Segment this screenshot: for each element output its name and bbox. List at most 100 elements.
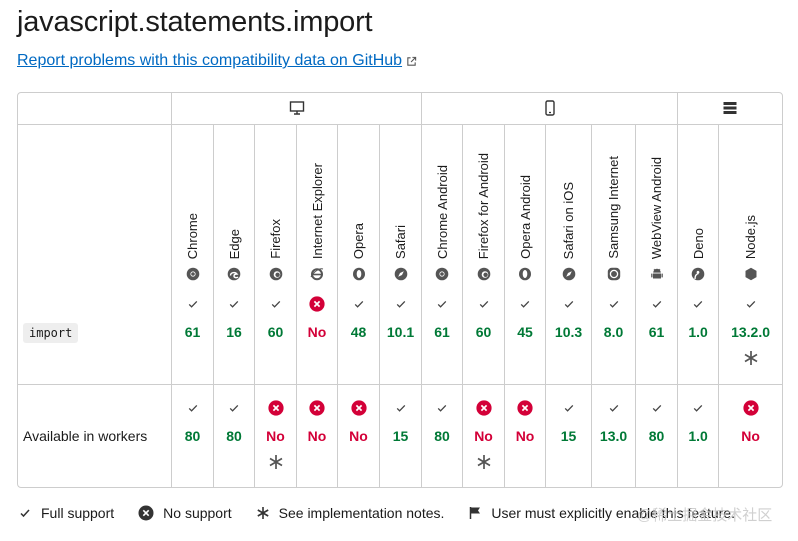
version-label: 48 — [350, 324, 367, 340]
report-problems-link[interactable]: Report problems with this compatibility … — [17, 52, 417, 70]
support-cell[interactable]: No — [297, 281, 338, 385]
browser-header-internet-explorer: Internet Explorer — [297, 125, 338, 281]
legend-no-support-label: No support — [163, 505, 232, 521]
mobile-icon — [544, 100, 555, 116]
full-support-mark — [255, 295, 296, 313]
support-cell[interactable]: 60 — [255, 281, 297, 385]
opera-icon — [519, 267, 532, 281]
browser-name: Edge — [226, 228, 242, 259]
check-icon — [437, 300, 447, 308]
support-cell[interactable]: No — [255, 385, 297, 487]
support-cell[interactable]: 80 — [636, 385, 679, 487]
browser-header-opera-android: Opera Android — [505, 125, 547, 281]
version-label: 80 — [434, 428, 450, 444]
version-label: 61 — [434, 324, 450, 340]
no-support-icon — [350, 400, 367, 416]
browser-header-corner — [18, 125, 172, 281]
support-cell[interactable]: 45 — [505, 281, 547, 385]
check-icon — [564, 404, 573, 412]
support-cell[interactable]: 10.1 — [380, 281, 423, 385]
support-cell[interactable]: 60 — [463, 281, 506, 385]
version-label: 10.1 — [386, 324, 415, 340]
legend-full-support-label: Full support — [41, 505, 115, 521]
compat-table: Chrome Edge Firefox Internet Explorer Opera S… — [17, 92, 784, 488]
check-icon — [229, 300, 239, 308]
browser-header-firefox-for-android: Firefox for Android — [463, 125, 506, 281]
version-label: 16 — [226, 324, 242, 340]
browser-name: Opera Android — [517, 175, 533, 259]
support-cell[interactable]: 48 — [338, 281, 380, 385]
check-icon — [652, 300, 661, 308]
check-icon — [609, 300, 618, 308]
feature-name-cell: Available in workers — [18, 385, 172, 487]
support-cell[interactable]: 1.0 — [678, 385, 720, 487]
support-cell[interactable]: No — [505, 385, 547, 487]
check-icon — [188, 300, 197, 308]
ie-icon — [310, 268, 324, 281]
check-icon — [693, 404, 703, 412]
version-label: No — [266, 428, 285, 444]
support-cell[interactable]: No — [297, 385, 338, 487]
check-icon — [609, 404, 618, 412]
firefox-icon — [477, 267, 490, 281]
no-support-mark — [505, 399, 545, 417]
version-label: 60 — [267, 324, 284, 340]
browser-name: Internet Explorer — [309, 162, 325, 259]
version-label: 1.0 — [688, 428, 708, 444]
no-support-mark — [463, 399, 504, 417]
full-support-mark — [214, 399, 254, 417]
browser-header-safari: Safari — [380, 125, 423, 281]
support-cell[interactable]: 1.0 — [678, 281, 720, 385]
support-cell[interactable]: 13.0 — [592, 385, 637, 487]
full-support-mark — [422, 295, 462, 313]
support-cell[interactable]: 8.0 — [592, 281, 637, 385]
browser-name: Opera — [351, 222, 366, 259]
version-label: No — [515, 428, 535, 444]
check-icon — [396, 404, 405, 412]
browser-header-firefox: Firefox — [255, 125, 297, 281]
support-cell[interactable]: 15 — [546, 385, 593, 487]
check-icon — [479, 300, 488, 308]
chrome-icon — [435, 267, 449, 281]
check-icon — [396, 300, 405, 308]
support-cell[interactable]: No — [338, 385, 380, 487]
browser-header-deno: Deno — [678, 125, 720, 281]
legend-no-support: No support — [138, 505, 232, 521]
browser-name: Deno — [690, 227, 706, 259]
browser-header-webview-android: WebView Android — [636, 125, 679, 281]
deno-icon — [691, 267, 705, 281]
support-cell[interactable]: 80 — [422, 385, 464, 487]
platform-desktop — [172, 93, 423, 125]
desktop-icon — [289, 101, 304, 115]
full-support-mark — [592, 295, 635, 313]
version-label: 45 — [517, 324, 533, 340]
support-cell[interactable]: 61 — [422, 281, 464, 385]
check-icon — [20, 509, 30, 518]
support-cell[interactable]: 80 — [214, 385, 255, 487]
full-support-mark — [546, 295, 591, 313]
full-support-mark — [214, 295, 254, 313]
feature-name[interactable]: import — [23, 322, 79, 343]
support-cell[interactable]: 80 — [172, 385, 214, 487]
browser-name: Safari — [393, 225, 409, 259]
support-cell[interactable]: 16 — [214, 281, 255, 385]
version-label: No — [307, 324, 327, 340]
nodejs-icon — [745, 267, 757, 281]
support-cell[interactable]: 61 — [636, 281, 679, 385]
full-support-mark — [380, 399, 421, 417]
support-cell[interactable]: No — [463, 385, 506, 487]
version-label: 15 — [392, 428, 409, 444]
no-support-icon — [309, 296, 325, 312]
support-cell[interactable]: No — [719, 385, 782, 487]
support-cell[interactable]: 15 — [380, 385, 423, 487]
legend-user-enable: User must explicitly enable this feature… — [468, 505, 735, 521]
external-link-icon — [407, 56, 417, 66]
full-support-mark — [505, 295, 545, 313]
opera-icon — [352, 267, 365, 281]
version-label: No — [741, 428, 760, 444]
support-cell[interactable]: 13.2.0 — [719, 281, 783, 385]
legend-impl-notes: See implementation notes. — [256, 505, 444, 521]
support-cell[interactable]: 10.3 — [546, 281, 593, 385]
samsung-icon — [607, 267, 620, 281]
support-cell[interactable]: 61 — [172, 281, 214, 385]
